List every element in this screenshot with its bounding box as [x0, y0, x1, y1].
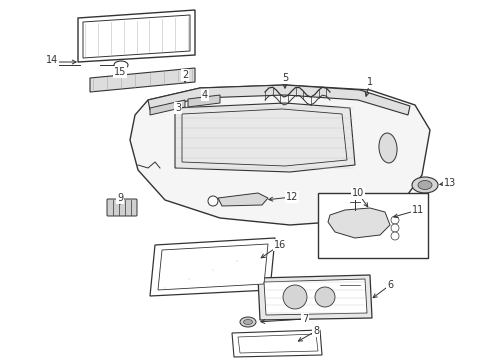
Polygon shape [327, 208, 389, 238]
Polygon shape [264, 279, 366, 315]
Text: 12: 12 [285, 192, 298, 202]
Polygon shape [150, 238, 274, 296]
Polygon shape [130, 85, 429, 225]
Polygon shape [187, 95, 220, 107]
Ellipse shape [114, 61, 128, 69]
Text: 15: 15 [114, 67, 126, 77]
Polygon shape [175, 103, 354, 172]
Text: 14: 14 [46, 55, 58, 65]
Ellipse shape [243, 320, 252, 324]
Text: 16: 16 [273, 240, 285, 250]
Polygon shape [150, 100, 184, 115]
Text: 5: 5 [281, 73, 287, 83]
Text: 10: 10 [351, 188, 364, 198]
Circle shape [314, 287, 334, 307]
FancyBboxPatch shape [107, 199, 137, 216]
Circle shape [390, 216, 398, 224]
Ellipse shape [411, 177, 437, 193]
Text: 6: 6 [386, 280, 392, 290]
Circle shape [390, 232, 398, 240]
Text: 3: 3 [175, 103, 181, 113]
Polygon shape [83, 15, 190, 58]
Ellipse shape [240, 317, 256, 327]
Bar [317, 193, 427, 258]
Text: 8: 8 [312, 326, 318, 336]
Polygon shape [258, 275, 371, 320]
Circle shape [390, 224, 398, 232]
Polygon shape [231, 330, 321, 357]
Polygon shape [218, 193, 267, 206]
Circle shape [283, 285, 306, 309]
Polygon shape [78, 10, 195, 62]
Text: 13: 13 [443, 178, 455, 188]
Text: 9: 9 [117, 193, 123, 203]
Ellipse shape [378, 133, 396, 163]
Text: 11: 11 [411, 205, 423, 215]
Text: 14: 14 [46, 57, 58, 67]
Ellipse shape [417, 180, 431, 189]
Text: 2: 2 [182, 70, 188, 80]
Circle shape [207, 196, 218, 206]
Polygon shape [238, 334, 317, 353]
Polygon shape [148, 85, 409, 115]
Polygon shape [158, 244, 267, 290]
Text: 1: 1 [366, 77, 372, 87]
Text: 4: 4 [202, 90, 207, 100]
Text: 7: 7 [301, 314, 307, 324]
Polygon shape [90, 68, 195, 92]
